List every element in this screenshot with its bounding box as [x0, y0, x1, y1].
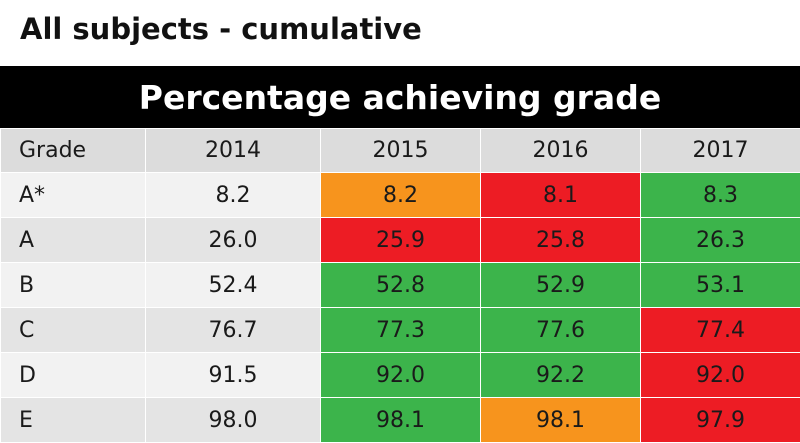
- grade-label: A*: [1, 173, 146, 218]
- header-row: Grade 2014 2015 2016 2017: [1, 129, 800, 173]
- table-banner: Percentage achieving grade: [0, 66, 800, 128]
- value-cell-2014: 52.4: [146, 263, 321, 308]
- value-cell-2016: 92.2: [481, 353, 641, 398]
- value-cell-2015: 92.0: [321, 353, 481, 398]
- column-header-2015: 2015: [321, 129, 481, 173]
- value-cell-2017: 92.0: [641, 353, 800, 398]
- grade-label: D: [1, 353, 146, 398]
- value-cell-2015: 98.1: [321, 398, 481, 443]
- value-cell-2016: 52.9: [481, 263, 641, 308]
- chart-title: All subjects - cumulative: [0, 0, 800, 66]
- value-cell-2015: 77.3: [321, 308, 481, 353]
- column-header-grade: Grade: [1, 129, 146, 173]
- grade-label: C: [1, 308, 146, 353]
- value-cell-2014: 26.0: [146, 218, 321, 263]
- value-cell-2015: 52.8: [321, 263, 481, 308]
- grade-label: E: [1, 398, 146, 443]
- value-cell-2014: 91.5: [146, 353, 321, 398]
- value-cell-2017: 97.9: [641, 398, 800, 443]
- column-header-2016: 2016: [481, 129, 641, 173]
- value-cell-2014: 76.7: [146, 308, 321, 353]
- value-cell-2017: 77.4: [641, 308, 800, 353]
- value-cell-2017: 53.1: [641, 263, 800, 308]
- grade-label: A: [1, 218, 146, 263]
- value-cell-2017: 26.3: [641, 218, 800, 263]
- value-cell-2014: 8.2: [146, 173, 321, 218]
- value-cell-2016: 8.1: [481, 173, 641, 218]
- value-cell-2016: 25.8: [481, 218, 641, 263]
- grade-label: B: [1, 263, 146, 308]
- value-cell-2015: 25.9: [321, 218, 481, 263]
- value-cell-2017: 8.3: [641, 173, 800, 218]
- column-header-2017: 2017: [641, 129, 800, 173]
- column-header-2014: 2014: [146, 129, 321, 173]
- value-cell-2016: 77.6: [481, 308, 641, 353]
- value-cell-2014: 98.0: [146, 398, 321, 443]
- value-cell-2016: 98.1: [481, 398, 641, 443]
- value-cell-2015: 8.2: [321, 173, 481, 218]
